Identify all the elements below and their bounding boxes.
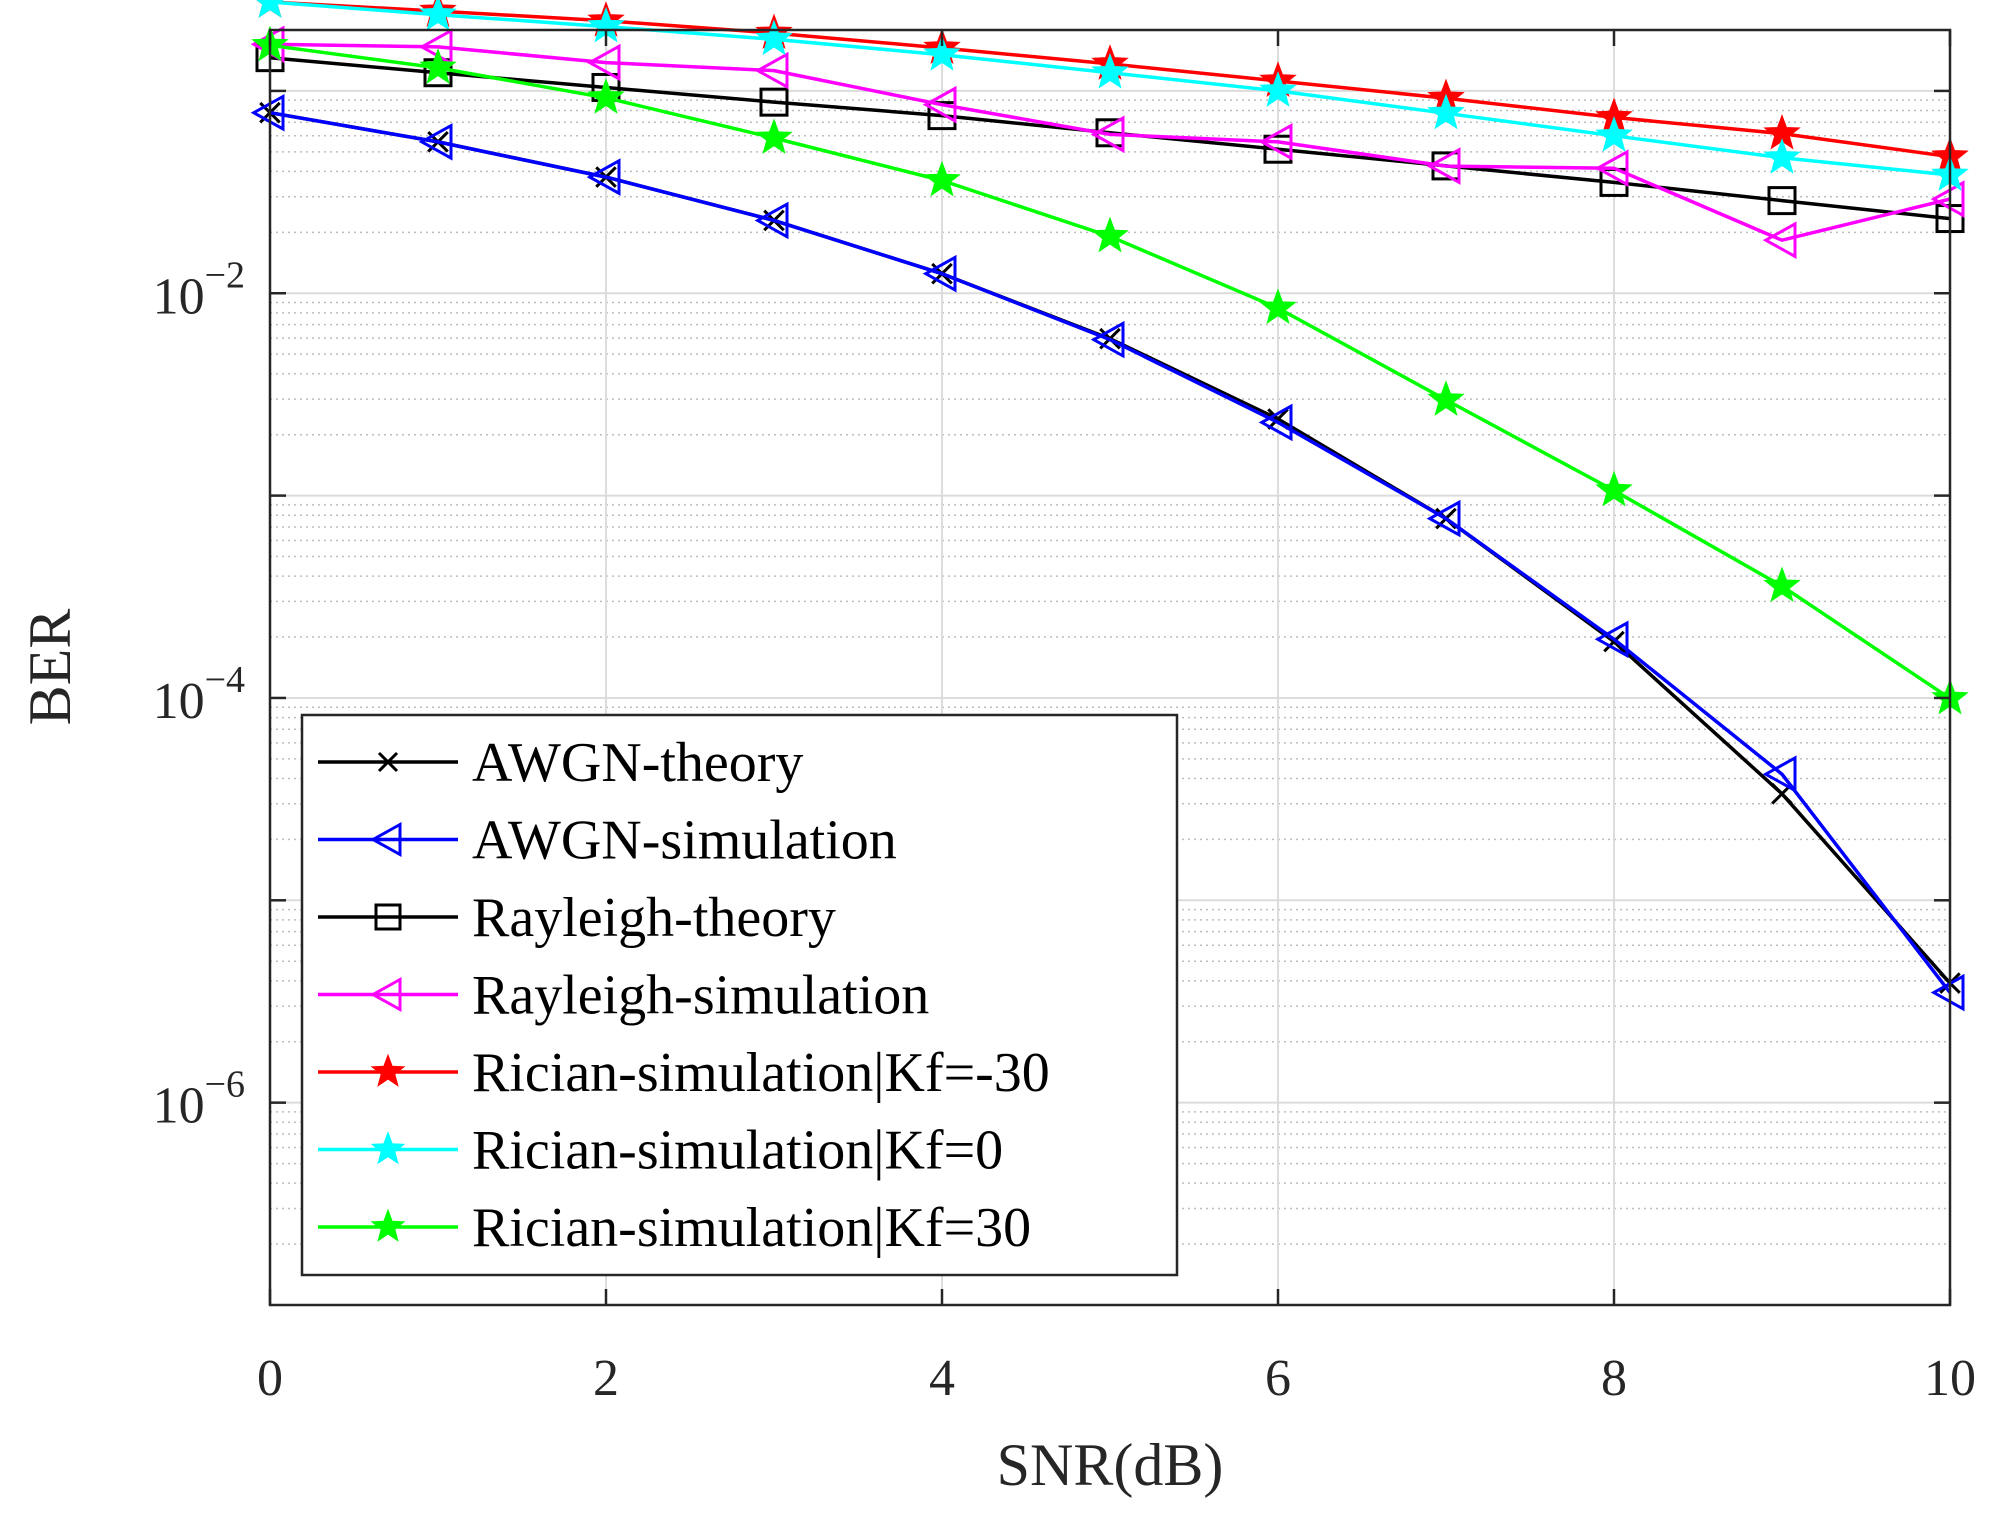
legend-marker [377, 751, 399, 773]
legend-label: Rician-simulation|Kf=30 [472, 1197, 1031, 1259]
legend-marker [370, 1208, 406, 1242]
data-point-awgn-simulation [1594, 620, 1629, 659]
x-tick-label: 0 [257, 1350, 283, 1407]
axes-box [268, 28, 1952, 1307]
legend-label: AWGN-simulation [472, 810, 897, 872]
data-point-awgn-simulation [754, 201, 789, 240]
legend-marker [369, 976, 402, 1013]
data-point-awgn-simulation [1930, 973, 1965, 1012]
series-line-rayleigh-simulation [269, 42, 1951, 242]
data-point-rayleigh-simulation [1426, 147, 1461, 185]
data-point-rician-simulation-kf-0 [1091, 53, 1129, 89]
data-point-rician-simulation-kf-0 [923, 34, 961, 71]
x-tick-label: 8 [1601, 1350, 1627, 1407]
data-point-rician-simulation-kf-30 [755, 118, 793, 154]
data-point-rayleigh-simulation [922, 85, 957, 124]
legend-entry-rician-simulation-kf-30: Rician-simulation|Kf=-30 [318, 1042, 1050, 1104]
legend-entry-rician-simulation-kf-30: Rician-simulation|Kf=30 [318, 1197, 1031, 1259]
x-tick-label: 10 [1924, 1350, 1976, 1407]
data-point-rician-simulation-kf-30 [923, 160, 961, 197]
data-point-rayleigh-theory [759, 87, 789, 117]
data-point-rician-simulation-kf-0 [256, 0, 284, 18]
data-point-rician-simulation-kf-0 [1595, 116, 1633, 152]
x-tick-labels: 0 2 4 6 8 10 [257, 1350, 1976, 1407]
legend-label: Rician-simulation|Kf=-30 [472, 1042, 1050, 1104]
data-point-rician-simulation-kf-30 [1427, 380, 1465, 416]
data-point-rician-simulation-kf-30 [1763, 566, 1801, 603]
series-lines [250, 0, 1969, 1012]
legend: AWGN-theory AWGN-simulation Rayleigh-theor… [300, 713, 1179, 1277]
data-point-rician-simulation-kf-30 [419, 48, 457, 84]
legend-entry-rayleigh-theory: Rayleigh-theory [318, 887, 836, 949]
y-tick-label: 10−4 [153, 659, 245, 730]
y-tick-label: 10−6 [153, 1064, 245, 1135]
legend-entry-rayleigh-simulation: Rayleigh-simulation [318, 965, 929, 1027]
data-point-awgn-simulation [250, 93, 285, 132]
legend-label: AWGN-theory [472, 732, 803, 794]
data-point-awgn-simulation [1426, 499, 1461, 538]
data-point-awgn-simulation [1762, 755, 1797, 793]
data-point-awgn-simulation [922, 254, 957, 293]
data-point-rician-simulation-kf-0 [419, 0, 457, 31]
legend-entry-awgn-theory: AWGN-theory [318, 732, 803, 794]
data-point-awgn-simulation [1258, 403, 1293, 442]
x-tick-label: 6 [1265, 1350, 1291, 1407]
data-point-rician-simulation-kf-0 [1763, 138, 1801, 174]
legend-marker [370, 1053, 406, 1087]
ticks [268, 30, 1952, 1305]
y-axis-title: BER [17, 609, 83, 726]
data-point-rayleigh-simulation [1090, 115, 1125, 154]
legend-label: Rayleigh-theory [472, 887, 836, 949]
data-point-rayleigh-simulation [586, 43, 621, 82]
series-line-awgn-simulation [269, 110, 1952, 994]
data-point-rician-simulation-kf-0 [1427, 93, 1465, 130]
x-tick-label: 2 [593, 1350, 619, 1407]
data-point-rician-simulation-kf-30 [1091, 216, 1129, 253]
data-point-rayleigh-simulation [1930, 180, 1965, 218]
data-point-rician-simulation-kf-30 [1595, 470, 1633, 507]
y-tick-label: 10−2 [153, 254, 245, 325]
data-point-rician-simulation-kf-0 [755, 19, 793, 56]
legend-label: Rician-simulation|Kf=0 [472, 1120, 1003, 1182]
legend-marker [374, 903, 402, 931]
legend-label: Rayleigh-simulation [472, 965, 929, 1027]
legend-entry-rician-simulation-kf-0: Rician-simulation|Kf=0 [318, 1120, 1003, 1182]
data-point-rayleigh-simulation [1258, 123, 1293, 161]
data-point-rayleigh-theory [1767, 186, 1797, 216]
data-point-rayleigh-simulation [754, 51, 789, 90]
series-awgn-simulation [250, 93, 1965, 1012]
data-point-rician-simulation-kf-30 [1259, 288, 1297, 325]
legend-entry-awgn-simulation: AWGN-simulation [318, 810, 897, 872]
data-point-awgn-simulation [418, 123, 453, 161]
data-point-rician-simulation-kf-0 [1259, 71, 1297, 107]
data-point-awgn-simulation [1090, 320, 1125, 359]
data-point-rician-simulation-kf-30 [587, 78, 625, 114]
y-tick-labels: 10−6 10−4 10−2 [153, 254, 245, 1134]
legend-marker [369, 821, 402, 858]
data-point-awgn-simulation [586, 158, 621, 196]
x-tick-label: 4 [929, 1350, 955, 1407]
x-axis-title: SNR(dB) [997, 1432, 1224, 1498]
data-point-rayleigh-simulation [1762, 221, 1797, 259]
data-point-rayleigh-simulation [1594, 149, 1629, 187]
legend-marker [370, 1131, 406, 1165]
